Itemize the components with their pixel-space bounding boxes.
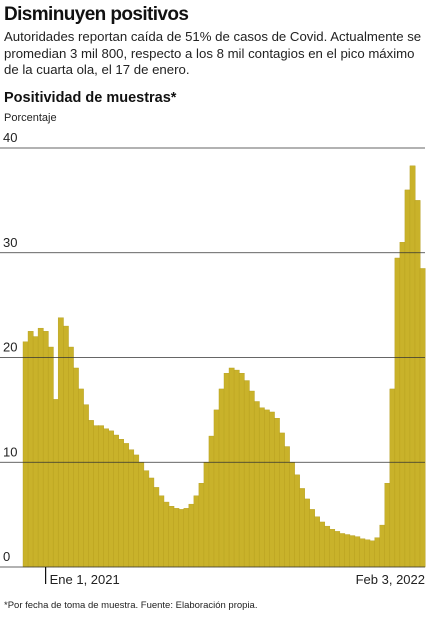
bar [78,388,84,568]
bar [309,509,315,568]
bar [153,487,160,568]
bar [103,428,109,568]
chart-title: Positividad de muestras* [4,90,177,106]
bar [289,462,295,568]
bar [188,503,195,568]
bar [178,509,185,568]
bar [133,454,140,568]
bar [37,327,44,568]
bar [253,401,260,568]
bar [193,495,200,568]
bar [369,540,376,568]
bar [198,483,205,568]
y-tick-label: 10 [3,444,17,459]
bar [118,439,124,568]
bar [68,346,74,568]
bar [248,390,255,568]
bar [269,411,275,568]
bar [364,539,371,568]
bar [279,432,285,568]
bar [294,474,300,568]
bar [334,531,341,568]
bar [329,529,336,568]
bar [238,373,245,568]
bar [389,388,396,568]
bar [63,325,69,568]
bar [349,535,356,568]
y-axis-label: Porcentaje [4,112,57,124]
bar [299,488,305,568]
y-tick-label: 20 [3,340,17,355]
bar [108,430,114,568]
bar [42,331,49,568]
bar [213,409,220,568]
bar [258,407,265,568]
bar [163,501,170,568]
bar [148,477,155,568]
bar [52,399,59,568]
bar [73,367,79,568]
bar [173,508,180,568]
bar [243,380,250,568]
bar [319,521,326,568]
bar [158,495,165,568]
y-tick-label: 40 [3,130,17,145]
bar [274,418,280,568]
bar [98,425,104,568]
bar [93,425,99,568]
bar [168,506,175,568]
bar [379,524,386,568]
bar [83,404,89,568]
subtitle: Autoridades reportan caída de 51% de cas… [4,29,422,77]
bar [47,346,54,568]
bar [32,336,39,568]
y-tick-label: 30 [3,235,17,250]
bar [88,420,94,568]
bar [218,388,225,568]
y-tick-label: 0 [3,549,10,564]
bar [414,200,421,568]
bar [344,534,351,568]
bar [22,341,29,568]
bar [339,533,346,568]
bar [284,446,290,568]
bar [183,508,190,568]
bar [374,537,381,568]
bar [354,536,361,568]
footnote: *Por fecha de toma de muestra. Fuente: E… [4,600,258,611]
bar [314,516,320,568]
bar [304,498,310,568]
bar [419,268,426,568]
bar [57,317,64,568]
x-tick-label: Feb 3, 2022 [356,572,425,587]
bar [143,470,150,568]
bar [208,435,215,568]
bar [113,434,119,568]
bar [203,462,210,568]
bar [27,331,34,568]
bar [404,189,411,568]
bar [233,369,240,568]
bar [394,257,401,568]
title: Disminuyen positivos [4,4,189,25]
bar [228,367,235,568]
bar [128,449,135,568]
bar [384,483,391,568]
bar [223,373,230,568]
bar [324,525,331,568]
bar [359,538,366,568]
bar [264,409,270,568]
bar [138,462,145,568]
x-tick-label: Ene 1, 2021 [50,572,120,587]
bar [399,242,406,568]
bar [409,165,416,568]
